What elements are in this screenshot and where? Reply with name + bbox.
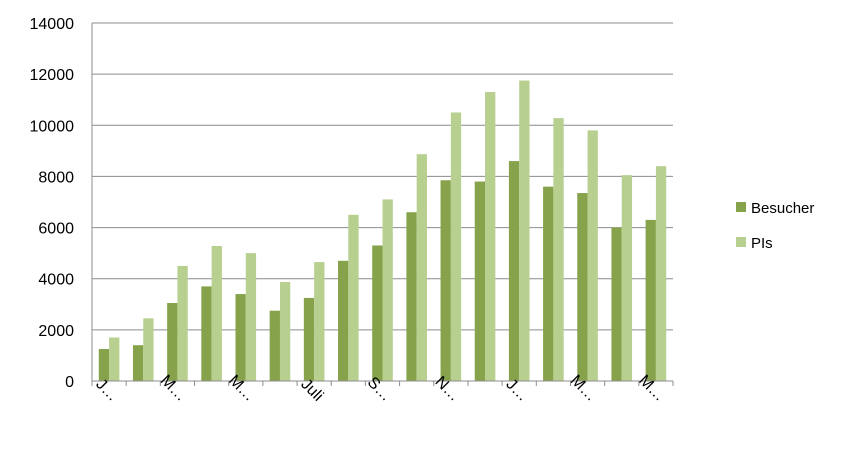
bar-besucher [474,181,486,381]
y-tick-label: 4000 [38,272,74,289]
y-tick-label: 14000 [30,16,75,33]
bar-pis [416,154,427,381]
bar-pis [519,80,530,381]
bar-besucher [132,345,144,381]
legend-swatch [736,237,746,247]
bar-besucher [440,180,451,381]
bars [98,80,667,381]
y-tick-label: 10000 [30,118,75,135]
y-axis-tick-labels: 0 2000 4000 6000 8000 10000 12000 14000 [30,16,75,391]
bar-besucher [406,212,417,381]
bar-pis [655,166,667,381]
bar-besucher [577,193,588,381]
bar-pis [450,112,462,381]
bar-pis [485,92,496,381]
bar-besucher [508,161,520,381]
bar-besucher [201,286,212,381]
y-tick-label: 6000 [38,221,74,238]
bar-pis [109,337,120,381]
bar-besucher [611,227,622,381]
bar-pis [553,118,564,381]
y-tick-label: 8000 [38,169,74,186]
bar-pis [245,253,257,381]
bar-besucher [338,260,349,381]
bar-besucher [543,186,554,381]
bar-pis [587,130,598,381]
bar-pis [621,175,633,381]
legend-label: Besucher [751,200,814,217]
bar-besucher [372,245,383,381]
legend-label: PIs [751,235,773,252]
bar-besucher [269,310,280,381]
bar-pis [279,282,291,381]
bar-pis [211,245,222,381]
bar-pis [143,318,154,381]
bar-besucher [303,297,315,381]
y-tick-label: 2000 [38,323,74,340]
y-tick-label: 0 [65,374,74,391]
legend-swatch [736,202,746,212]
bar-besucher [98,349,110,381]
bar-besucher [645,219,656,381]
bar-pis [177,265,188,381]
bar-pis [348,214,359,381]
bar-besucher [235,294,246,381]
bar-pis [314,262,325,381]
axes [91,23,674,386]
bar-pis [382,199,393,381]
bar-besucher [167,303,178,381]
legend: Besucher PIs [736,200,814,252]
y-tick-label: 12000 [30,67,75,84]
